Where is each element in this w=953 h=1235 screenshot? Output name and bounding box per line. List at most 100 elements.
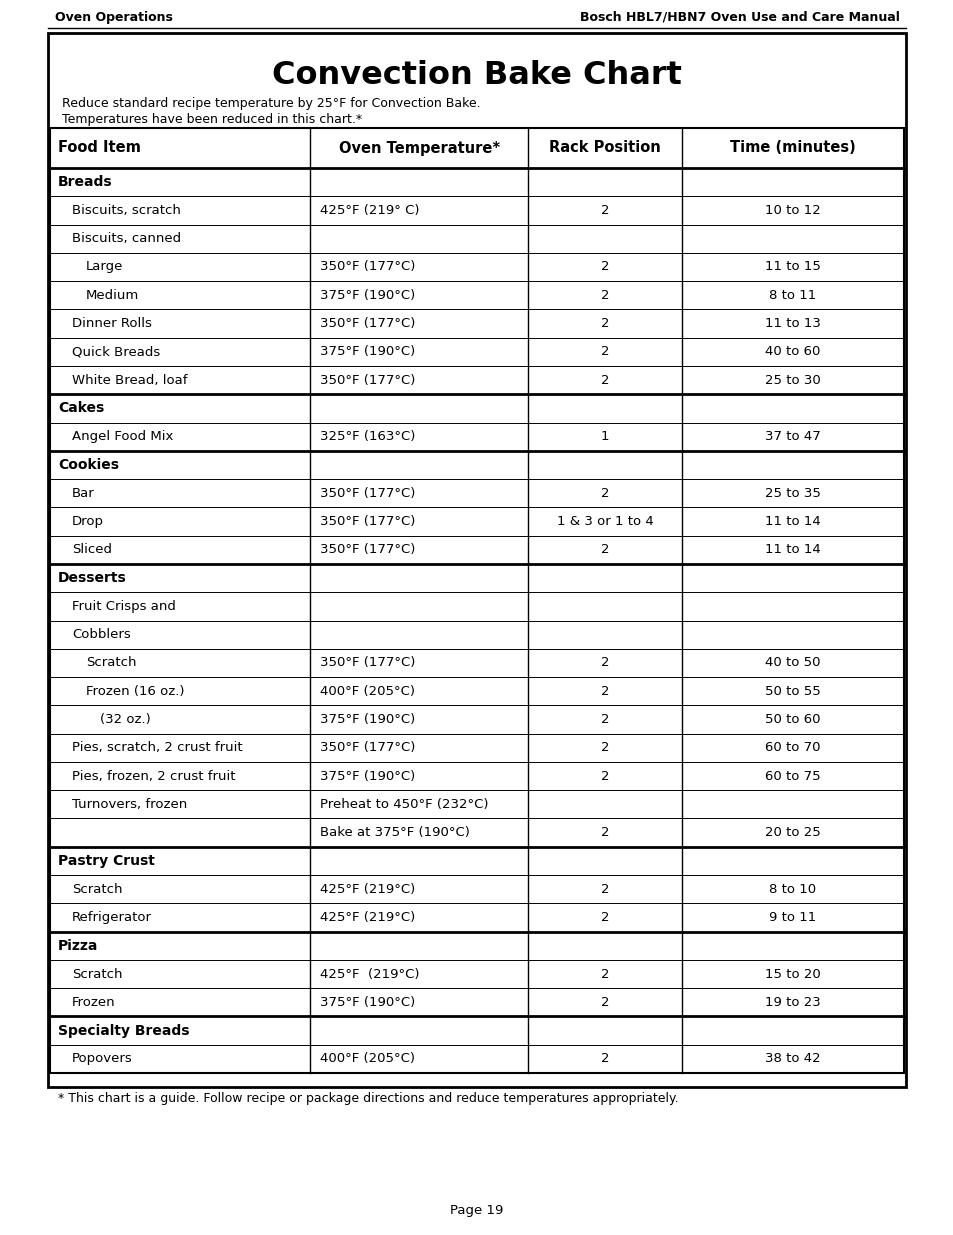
Bar <box>50 128 903 1073</box>
Text: 50 to 60: 50 to 60 <box>764 713 820 726</box>
Text: Sliced: Sliced <box>71 543 112 556</box>
Text: 1: 1 <box>600 430 609 443</box>
Text: 11 to 15: 11 to 15 <box>764 261 821 273</box>
Text: 60 to 70: 60 to 70 <box>764 741 820 755</box>
Text: 8 to 10: 8 to 10 <box>769 883 816 895</box>
Text: Biscuits, canned: Biscuits, canned <box>71 232 181 246</box>
Text: Turnovers, frozen: Turnovers, frozen <box>71 798 187 811</box>
Text: 2: 2 <box>600 684 609 698</box>
Text: 2: 2 <box>600 769 609 783</box>
Text: 400°F (205°C): 400°F (205°C) <box>320 1052 416 1066</box>
Text: 25 to 35: 25 to 35 <box>764 487 821 500</box>
Text: 2: 2 <box>600 374 609 387</box>
Text: 350°F (177°C): 350°F (177°C) <box>320 741 416 755</box>
Text: 38 to 42: 38 to 42 <box>764 1052 820 1066</box>
Text: Cookies: Cookies <box>58 458 119 472</box>
Text: Pies, frozen, 2 crust fruit: Pies, frozen, 2 crust fruit <box>71 769 235 783</box>
Text: 350°F (177°C): 350°F (177°C) <box>320 261 416 273</box>
Text: 11 to 14: 11 to 14 <box>764 543 820 556</box>
Text: Scratch: Scratch <box>71 967 122 981</box>
Text: Convection Bake Chart: Convection Bake Chart <box>272 61 681 91</box>
Text: Preheat to 450°F (232°C): Preheat to 450°F (232°C) <box>320 798 489 811</box>
Text: Bake at 375°F (190°C): Bake at 375°F (190°C) <box>320 826 470 839</box>
Text: 350°F (177°C): 350°F (177°C) <box>320 543 416 556</box>
Text: 2: 2 <box>600 883 609 895</box>
Text: Drop: Drop <box>71 515 104 529</box>
Text: Large: Large <box>86 261 123 273</box>
Text: Biscuits, scratch: Biscuits, scratch <box>71 204 181 217</box>
Text: Fruit Crisps and: Fruit Crisps and <box>71 600 175 613</box>
Text: Bar: Bar <box>71 487 94 500</box>
Text: 10 to 12: 10 to 12 <box>764 204 820 217</box>
Text: 375°F (190°C): 375°F (190°C) <box>320 995 416 1009</box>
Text: 2: 2 <box>600 487 609 500</box>
Text: Angel Food Mix: Angel Food Mix <box>71 430 173 443</box>
Text: 2: 2 <box>600 911 609 924</box>
Text: 37 to 47: 37 to 47 <box>764 430 820 443</box>
Text: Popovers: Popovers <box>71 1052 132 1066</box>
Text: 2: 2 <box>600 657 609 669</box>
Text: 375°F (190°C): 375°F (190°C) <box>320 346 416 358</box>
Text: 25 to 30: 25 to 30 <box>764 374 820 387</box>
Text: 2: 2 <box>600 317 609 330</box>
Text: Time (minutes): Time (minutes) <box>729 141 855 156</box>
Text: 2: 2 <box>600 543 609 556</box>
Text: 350°F (177°C): 350°F (177°C) <box>320 487 416 500</box>
Text: Refrigerator: Refrigerator <box>71 911 152 924</box>
Text: 2: 2 <box>600 995 609 1009</box>
Text: Pastry Crust: Pastry Crust <box>58 853 154 868</box>
Text: Scratch: Scratch <box>71 883 122 895</box>
Text: Cakes: Cakes <box>58 401 104 415</box>
Text: Pizza: Pizza <box>58 939 98 952</box>
Text: Food Item: Food Item <box>58 141 141 156</box>
Text: 2: 2 <box>600 204 609 217</box>
Text: Frozen (16 oz.): Frozen (16 oz.) <box>86 684 184 698</box>
Text: Desserts: Desserts <box>58 571 127 585</box>
Text: Cobblers: Cobblers <box>71 629 131 641</box>
Text: Oven Temperature*: Oven Temperature* <box>338 141 499 156</box>
Bar <box>48 33 905 1087</box>
Text: 19 to 23: 19 to 23 <box>764 995 820 1009</box>
Text: Page 19: Page 19 <box>450 1204 503 1216</box>
Text: 425°F (219°C): 425°F (219°C) <box>320 883 416 895</box>
Text: 375°F (190°C): 375°F (190°C) <box>320 713 416 726</box>
Text: 15 to 20: 15 to 20 <box>764 967 820 981</box>
Text: 40 to 60: 40 to 60 <box>764 346 820 358</box>
Text: 375°F (190°C): 375°F (190°C) <box>320 289 416 301</box>
Text: 2: 2 <box>600 346 609 358</box>
Text: White Bread, loaf: White Bread, loaf <box>71 374 188 387</box>
Text: 60 to 75: 60 to 75 <box>764 769 820 783</box>
Text: (32 oz.): (32 oz.) <box>100 713 151 726</box>
Text: 8 to 11: 8 to 11 <box>768 289 816 301</box>
Text: 2: 2 <box>600 967 609 981</box>
Text: Dinner Rolls: Dinner Rolls <box>71 317 152 330</box>
Text: 2: 2 <box>600 741 609 755</box>
Text: 11 to 14: 11 to 14 <box>764 515 820 529</box>
Text: 2: 2 <box>600 289 609 301</box>
Text: Frozen: Frozen <box>71 995 115 1009</box>
Text: Oven Operations: Oven Operations <box>55 11 172 23</box>
Text: 425°F (219° C): 425°F (219° C) <box>320 204 419 217</box>
Text: 350°F (177°C): 350°F (177°C) <box>320 657 416 669</box>
Text: Quick Breads: Quick Breads <box>71 346 160 358</box>
Text: * This chart is a guide. Follow recipe or package directions and reduce temperat: * This chart is a guide. Follow recipe o… <box>58 1092 678 1105</box>
Text: Specialty Breads: Specialty Breads <box>58 1024 190 1037</box>
Text: 425°F  (219°C): 425°F (219°C) <box>320 967 419 981</box>
Text: 325°F (163°C): 325°F (163°C) <box>320 430 416 443</box>
Text: 9 to 11: 9 to 11 <box>768 911 816 924</box>
Text: 425°F (219°C): 425°F (219°C) <box>320 911 416 924</box>
Text: 2: 2 <box>600 826 609 839</box>
Text: Medium: Medium <box>86 289 139 301</box>
Text: Breads: Breads <box>58 175 112 189</box>
Text: Reduce standard recipe temperature by 25°F for Convection Bake.: Reduce standard recipe temperature by 25… <box>62 98 480 110</box>
Text: 375°F (190°C): 375°F (190°C) <box>320 769 416 783</box>
Text: Temperatures have been reduced in this chart.*: Temperatures have been reduced in this c… <box>62 112 362 126</box>
Text: 50 to 55: 50 to 55 <box>764 684 820 698</box>
Text: Pies, scratch, 2 crust fruit: Pies, scratch, 2 crust fruit <box>71 741 242 755</box>
Text: Rack Position: Rack Position <box>549 141 660 156</box>
Text: 1 & 3 or 1 to 4: 1 & 3 or 1 to 4 <box>557 515 653 529</box>
Text: 350°F (177°C): 350°F (177°C) <box>320 317 416 330</box>
Text: 2: 2 <box>600 261 609 273</box>
Text: Bosch HBL7/HBN7 Oven Use and Care Manual: Bosch HBL7/HBN7 Oven Use and Care Manual <box>579 11 899 23</box>
Text: 350°F (177°C): 350°F (177°C) <box>320 374 416 387</box>
